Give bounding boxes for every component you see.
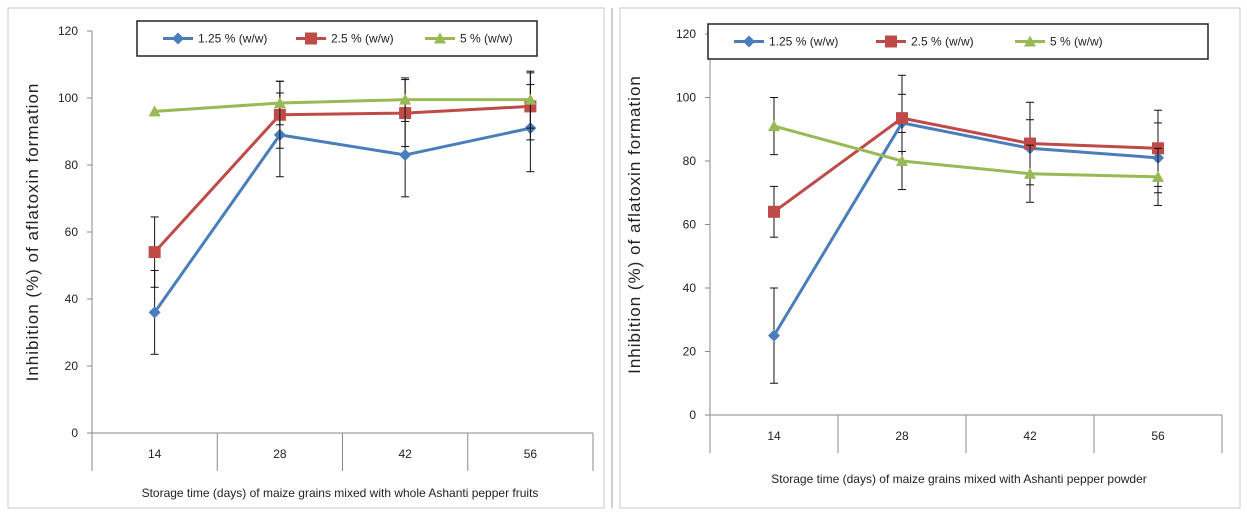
legend-item: 1.25 % (w/w) — [734, 35, 838, 49]
legend-label: 1.25 % (w/w) — [198, 32, 267, 46]
legend-item: 2.5 % (w/w) — [296, 32, 394, 46]
series-line — [773, 124, 1159, 179]
y-tick-label: 60 — [683, 218, 697, 232]
x-tick-label: 42 — [1023, 429, 1037, 443]
chart-panel-whole-fruits: 0 20 40 60 80 100 120 14 28 42 56 Inhibition (%) of… — [0, 0, 612, 515]
legend-marker — [172, 32, 184, 45]
x-tick-label: 28 — [273, 447, 287, 461]
x-axis-title: Storage time (days) of maize grains mixe… — [142, 486, 539, 500]
x-tick-label: 56 — [1151, 429, 1165, 443]
series-3 — [148, 70, 537, 129]
data-point — [768, 329, 780, 342]
data-point — [896, 112, 908, 125]
data-point — [273, 97, 286, 109]
data-point — [148, 306, 161, 319]
y-axis-title: Inhibition (%) of aflatoxin formation — [625, 75, 644, 374]
data-point — [148, 246, 161, 259]
legend-box — [707, 23, 1209, 60]
legend-label: 5 % (w/w) — [460, 32, 513, 46]
legend-item: 2.5 % (w/w) — [876, 35, 974, 49]
data-point — [1152, 170, 1164, 182]
y-tick-label: 0 — [71, 426, 78, 440]
y-axis-title: Inhibition (%) of aflatoxin formation — [23, 83, 42, 382]
legend-item: 5 % (w/w) — [425, 32, 513, 46]
series-line — [772, 121, 1159, 337]
x-tick-label: 28 — [895, 429, 909, 443]
x-tick-label: 14 — [148, 447, 162, 461]
legend-marker — [434, 32, 446, 44]
data-point — [399, 148, 412, 161]
y-tick-label: 0 — [689, 408, 696, 422]
data-point — [1024, 137, 1036, 150]
legend-item: 5 % (w/w) — [1015, 35, 1103, 49]
series-3 — [768, 97, 1164, 206]
series-line — [153, 104, 531, 254]
x-axis-title: Storage time (days) of maize grains mixe… — [771, 472, 1147, 486]
legend-marker — [743, 35, 755, 48]
data-point — [1024, 167, 1036, 179]
series-line — [154, 98, 531, 113]
legend-item: 1.25 % (w/w) — [163, 32, 267, 46]
series-line — [153, 126, 531, 314]
y-tick-label: 100 — [58, 91, 78, 105]
y-tick-label: 20 — [683, 345, 697, 359]
x-tick-label: 42 — [398, 447, 412, 461]
data-point — [896, 155, 908, 166]
legend: 1.25 % (w/w) 2.5 % (w/w) 5 % (w/w) — [136, 20, 538, 57]
y-tick-label: 120 — [676, 27, 696, 41]
y-tick-label: 40 — [683, 281, 697, 295]
legend-marker — [305, 32, 317, 45]
legend-box — [136, 20, 538, 57]
legend-label: 2.5 % (w/w) — [331, 32, 394, 46]
chart-panel-powder: 0 20 40 60 80 100 120 14 28 42 56 Inhibition (%) of… — [614, 0, 1247, 515]
data-point — [524, 93, 537, 105]
chart-frame — [619, 7, 1241, 509]
legend-label: 2.5 % (w/w) — [911, 35, 974, 49]
y-tick-label: 100 — [676, 91, 696, 105]
y-tick-label: 80 — [683, 154, 697, 168]
legend-label: 5 % (w/w) — [1050, 35, 1103, 49]
chart-whole-fruits: 0 20 40 60 80 100 120 14 28 42 56 Inhibition (%) of… — [7, 7, 605, 509]
x-tick-label: 56 — [524, 447, 538, 461]
y-tick-label: 120 — [58, 24, 78, 38]
legend-marker — [885, 35, 897, 48]
chart-powder: 0 20 40 60 80 100 120 14 28 42 56 Inhibition (%) of… — [619, 7, 1241, 509]
y-tick-label: 60 — [65, 225, 79, 239]
data-point — [399, 93, 412, 105]
data-point — [768, 120, 780, 132]
x-tick-label: 14 — [767, 429, 781, 443]
panel-divider — [611, 8, 613, 508]
data-point — [148, 105, 161, 117]
data-point — [768, 205, 780, 218]
y-tick-label: 40 — [65, 292, 79, 306]
legend: 1.25 % (w/w) 2.5 % (w/w) 5 % (w/w) — [707, 23, 1209, 60]
legend-label: 1.25 % (w/w) — [769, 35, 838, 49]
y-tick-label: 20 — [65, 359, 79, 373]
y-tick-label: 80 — [65, 158, 79, 172]
legend-marker — [1024, 35, 1036, 47]
chart-frame — [7, 7, 605, 509]
series-line — [773, 116, 1159, 214]
